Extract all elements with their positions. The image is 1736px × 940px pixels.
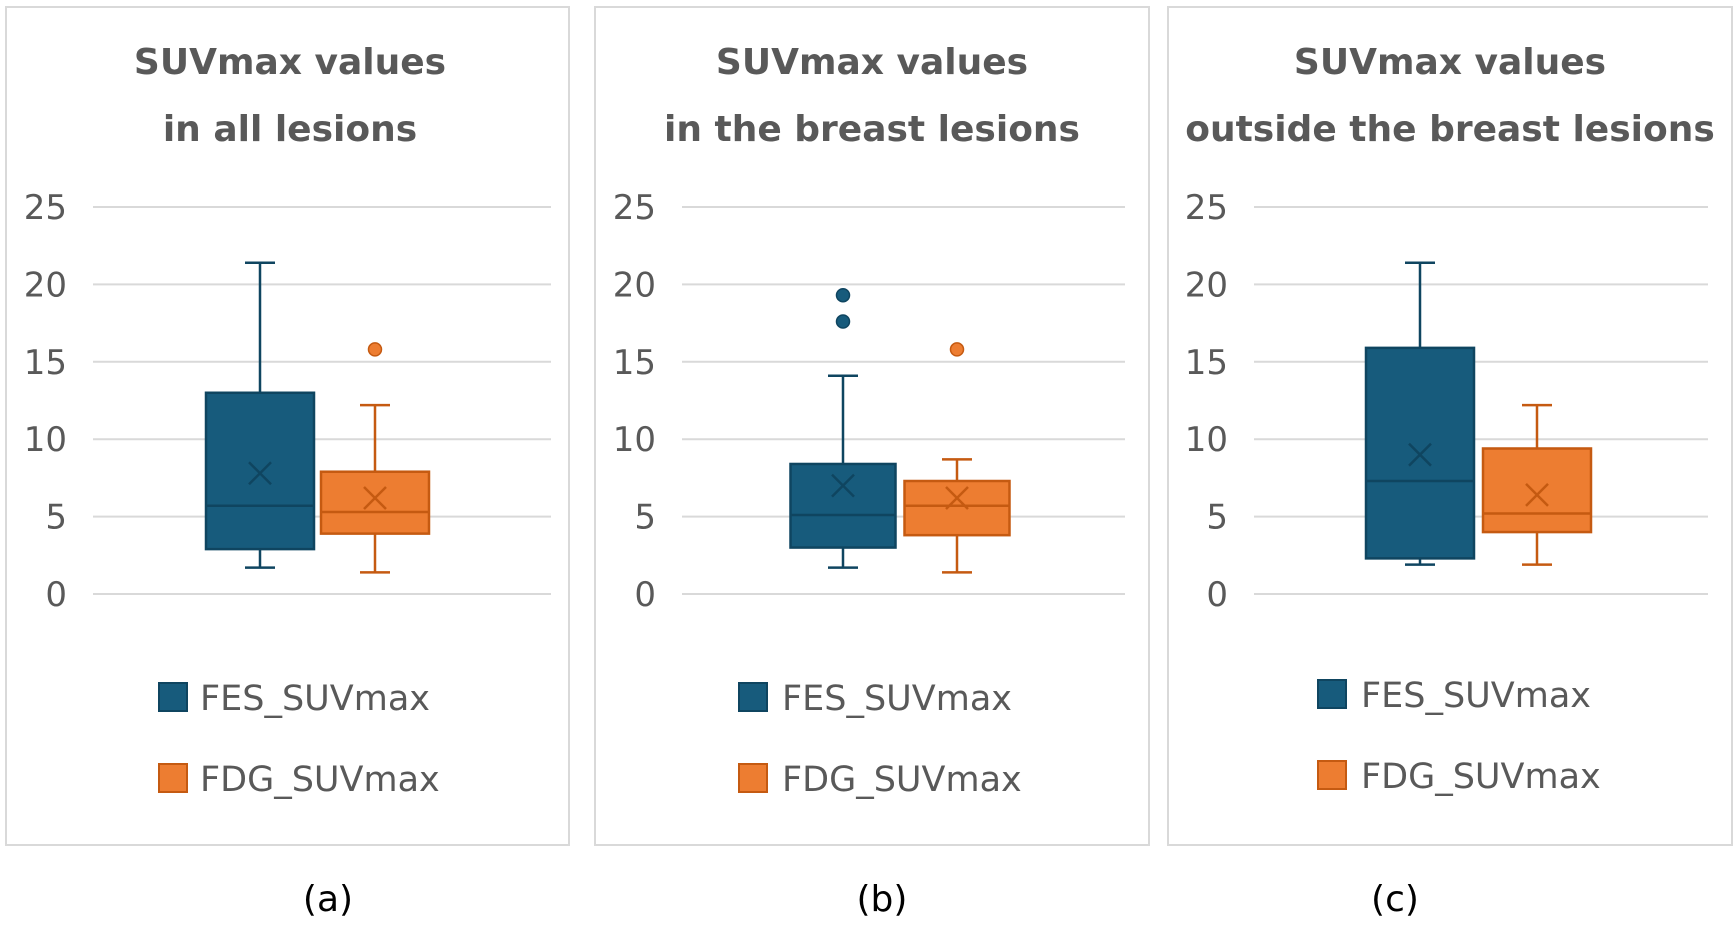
legend-swatch-fes [158,682,188,712]
y-tick-label: 10 [24,420,67,460]
legend-label-fes: FES_SUVmax [200,679,430,719]
legend-label-fdg: FDG_SUVmax [782,760,1022,800]
y-tick-label: 25 [24,188,67,228]
y-tick-label: 0 [1206,575,1228,615]
y-tick-label: 0 [45,575,67,615]
legend-swatch-fes [1317,679,1347,709]
chart-subtitle: in the breast lesions [664,109,1080,150]
fdg-box [903,479,1011,537]
y-tick-label: 15 [24,343,67,383]
legend-label-fes: FES_SUVmax [782,679,1012,719]
legend-swatch-fdg [158,763,188,793]
fes-mean-marker [831,473,855,498]
fes-mean-marker [248,461,272,486]
legend-label-fes: FES_SUVmax [1361,676,1591,716]
panel-caption: (b) [857,879,908,920]
y-tick-label: 20 [24,265,67,305]
legend-swatch-fdg [1317,760,1347,790]
fdg-box [319,470,431,535]
y-tick-label: 5 [45,498,67,538]
fes-outlier-point [835,314,851,329]
legend-swatch-fdg [738,763,768,793]
y-tick-label: 15 [1185,343,1228,383]
legend-swatch-fes [738,682,768,712]
y-tick-label: 20 [1185,265,1228,305]
fdg-mean-marker [945,486,969,510]
chart-title: SUVmax values [1294,42,1606,83]
y-tick-label: 25 [1185,188,1228,228]
y-tick-label: 5 [1206,498,1228,538]
fes-box [204,391,316,551]
fes-outlier-point [835,287,851,303]
fdg-mean-marker [363,486,387,510]
fes-mean-marker [1408,442,1432,467]
y-tick-label: 15 [613,343,656,383]
y-tick-label: 10 [613,420,656,460]
chart-subtitle: in all lesions [163,109,417,150]
fdg-outlier-point [949,342,965,357]
y-tick-label: 10 [1185,420,1228,460]
panel-caption: (a) [303,879,353,920]
y-tick-label: 25 [613,188,656,228]
panel-frame-2 [594,6,1150,846]
y-tick-label: 0 [634,575,656,615]
fdg-outlier-point [367,342,383,357]
legend-label-fdg: FDG_SUVmax [200,760,440,800]
y-tick-label: 20 [613,265,656,305]
fdg-mean-marker [1525,483,1549,507]
y-tick-label: 5 [634,498,656,538]
chart-title: SUVmax values [716,42,1028,83]
chart-title: SUVmax values [134,42,446,83]
fes-box [789,462,897,549]
fdg-box [1481,447,1593,534]
chart-subtitle: outside the breast lesions [1185,109,1715,150]
legend-label-fdg: FDG_SUVmax [1361,757,1601,797]
panel-caption: (c) [1371,879,1419,920]
